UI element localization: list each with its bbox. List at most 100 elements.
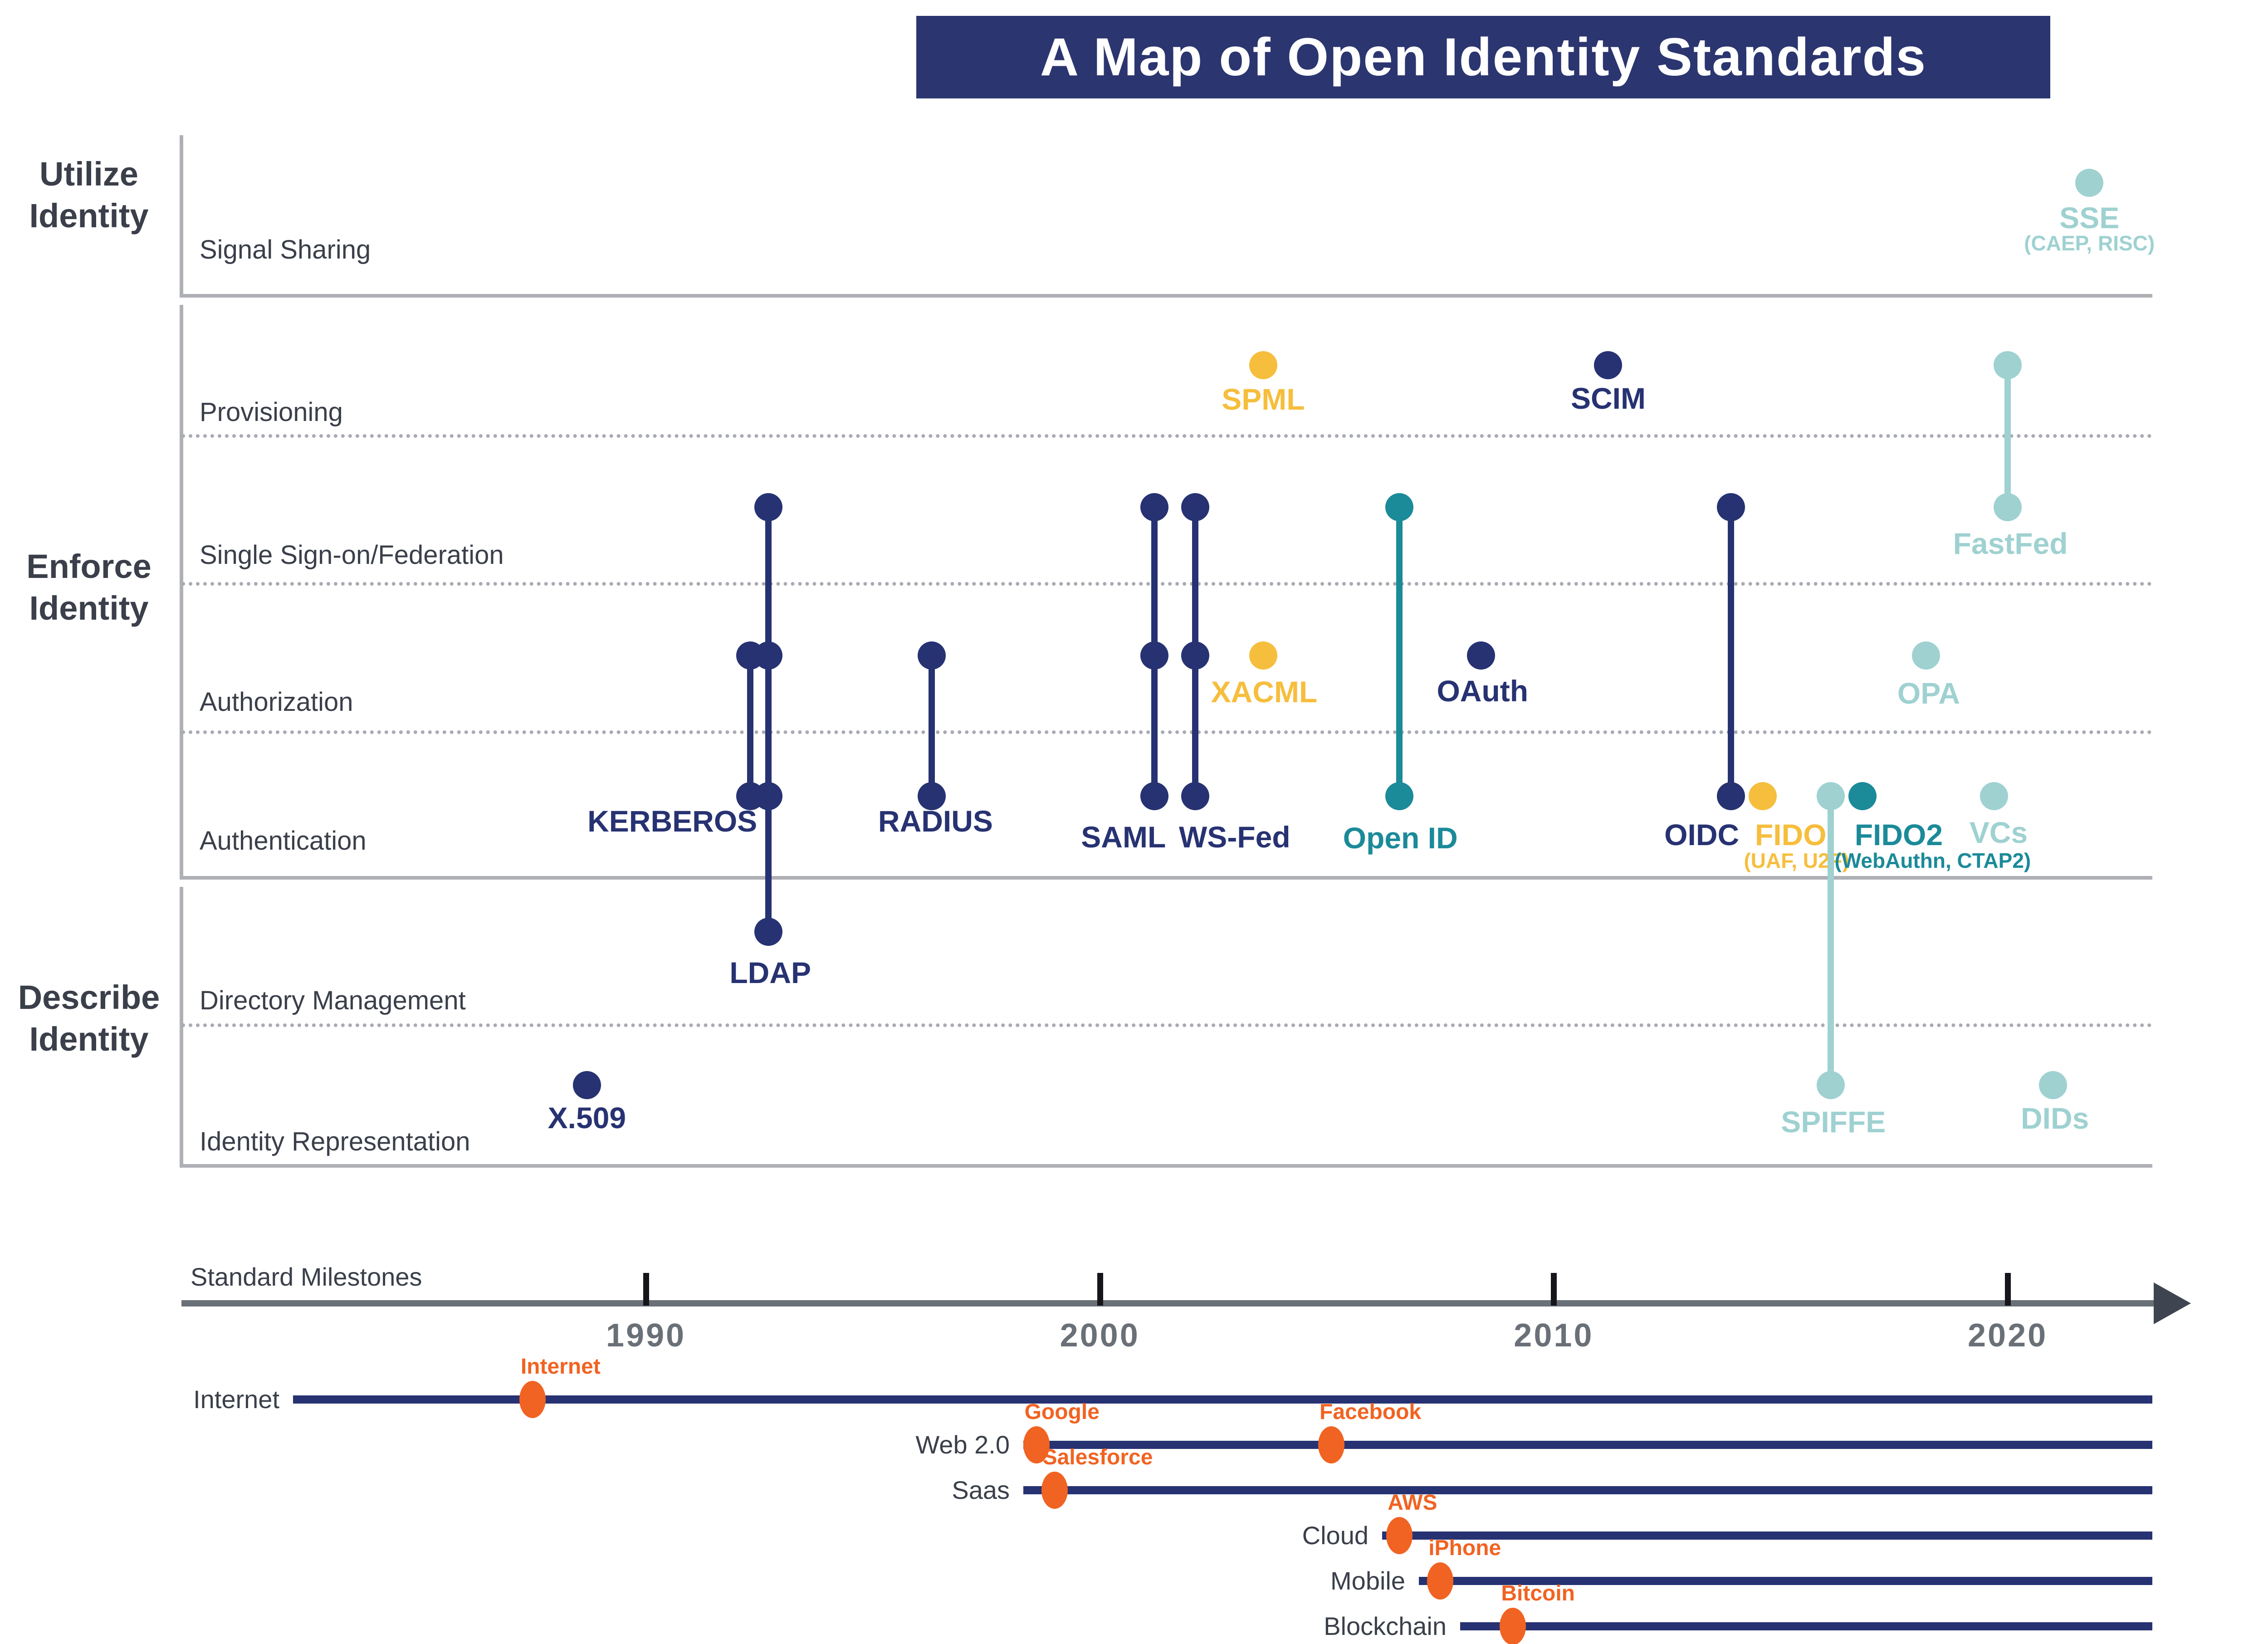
standard-label-spiffe: SPIFFE xyxy=(1781,1105,1886,1139)
standard-dot-ldap-directory_management xyxy=(754,918,783,946)
standard-dot-wsfed-sso xyxy=(1181,493,1209,521)
timeline-tick-2010 xyxy=(1551,1273,1557,1306)
standard-dot-fastfed-sso xyxy=(1994,493,2022,521)
trigger-label-iphone: iPhone xyxy=(1428,1536,1501,1560)
timeline-tick-2000 xyxy=(1097,1273,1103,1306)
megatrend-line-4 xyxy=(1419,1577,2152,1585)
standard-dot-ldap-sso xyxy=(754,493,783,521)
row-label-provisioning: Provisioning xyxy=(200,397,343,427)
trigger-dot-bitcoin xyxy=(1500,1608,1526,1644)
standard-label-x509: X.509 xyxy=(547,1101,626,1135)
standard-label-openid: Open ID xyxy=(1343,821,1458,855)
standard-line-openid xyxy=(1396,507,1403,796)
standard-dot-x509-identity_representation xyxy=(572,1071,601,1099)
megatrend-label-5: Blockchain xyxy=(1324,1612,1447,1640)
standard-dot-spml-provisioning xyxy=(1249,351,1277,379)
standard-line-oidc xyxy=(1727,507,1734,796)
group-box-left-border xyxy=(180,305,183,878)
page-title: A Map of Open Identity Standards xyxy=(916,16,2050,98)
standard-label-opa: OPA xyxy=(1897,676,1960,710)
timeline-tick-2020 xyxy=(2005,1273,2011,1306)
timeline-year-2000: 2000 xyxy=(1060,1317,1140,1354)
standard-dot-radius-authorization xyxy=(918,641,946,670)
row-label-sso: Single Sign-on/Federation xyxy=(200,540,504,570)
row-separator-sso xyxy=(181,582,2152,586)
trigger-dot-internet xyxy=(519,1381,546,1418)
trigger-label-aws: AWS xyxy=(1388,1491,1437,1515)
megatrend-label-3: Cloud xyxy=(1302,1521,1369,1550)
standard-label-sse: SSE xyxy=(2059,201,2120,235)
megatrend-line-0 xyxy=(293,1395,2152,1404)
timeline-tick-1990 xyxy=(643,1273,649,1306)
standard-dot-oauth-authorization xyxy=(1467,641,1496,670)
row-separator-authorization xyxy=(181,730,2152,734)
trigger-dot-aws xyxy=(1386,1517,1413,1554)
standard-dot-wsfed-authentication xyxy=(1181,782,1209,810)
timeline-axis-label: Standard Milestones xyxy=(191,1262,422,1291)
standard-line-kerberos xyxy=(747,656,754,796)
trigger-dot-iphone xyxy=(1427,1562,1454,1600)
standard-sublabel-sse: (CAEP, RISC) xyxy=(2024,231,2155,255)
standard-label-ldap: LDAP xyxy=(729,956,811,989)
standard-dot-scim-provisioning xyxy=(1594,351,1623,379)
megatrend-label-0: Internet xyxy=(193,1385,279,1414)
row-label-identity_representation: Identity Representation xyxy=(200,1127,470,1156)
standard-dot-spiffe-identity_representation xyxy=(1816,1071,1845,1099)
standard-label-saml: SAML xyxy=(1081,820,1166,854)
standard-dot-fastfed-provisioning xyxy=(1994,351,2022,379)
row-label-signal_sharing: Signal Sharing xyxy=(200,235,371,264)
megatrend-label-1: Web 2.0 xyxy=(915,1430,1010,1459)
group-box-bottom-border xyxy=(180,1164,2152,1168)
standard-dot-saml-authentication xyxy=(1140,782,1168,810)
standard-label-dids: DIDs xyxy=(2020,1101,2089,1135)
group-box-bottom-border xyxy=(180,294,2152,298)
megatrend-line-2 xyxy=(1023,1486,2152,1494)
trigger-label-internet: Internet xyxy=(520,1355,601,1379)
megatrend-line-1 xyxy=(1023,1441,2152,1449)
group-label-describe: Describe Identity xyxy=(18,979,160,1058)
standard-dot-fido2-authentication xyxy=(1848,782,1877,810)
standard-dot-dids-identity_representation xyxy=(2039,1071,2068,1099)
standard-dot-vcs-authentication xyxy=(1980,782,2009,810)
megatrend-label-2: Saas xyxy=(952,1476,1010,1504)
standard-label-scim: SCIM xyxy=(1570,382,1646,415)
standard-sublabel-fido2: (WebAuthn, CTAP2) xyxy=(1834,849,2031,872)
trigger-dot-salesforce xyxy=(1041,1472,1068,1509)
standard-line-fastfed xyxy=(2004,365,2011,507)
standard-label-oidc: OIDC xyxy=(1664,818,1740,851)
row-separator-directory_management xyxy=(181,1023,2152,1027)
standard-dot-oidc-sso xyxy=(1716,493,1745,521)
standard-dot-opa-authorization xyxy=(1911,641,1940,670)
standard-label-radius: RADIUS xyxy=(878,804,993,838)
standard-label-vcs: VCs xyxy=(1969,816,2028,849)
standard-dot-fido-authentication xyxy=(1748,782,1777,810)
group-label-enforce: Enforce Identity xyxy=(26,548,152,627)
standard-line-spiffe xyxy=(1827,796,1834,1085)
standard-dot-xacml-authorization xyxy=(1249,641,1277,670)
standard-dot-ldap-authentication xyxy=(754,782,783,810)
trigger-label-google: Google xyxy=(1024,1400,1100,1424)
standard-line-radius xyxy=(929,656,935,796)
standard-label-fido: FIDO xyxy=(1755,818,1827,851)
timeline-arrow-icon xyxy=(2154,1282,2191,1324)
timeline-year-2010: 2010 xyxy=(1514,1317,1594,1354)
standard-dot-saml-sso xyxy=(1140,493,1168,521)
standard-dot-ldap-authorization xyxy=(754,641,783,670)
trigger-dot-facebook xyxy=(1318,1426,1345,1463)
row-label-authentication: Authentication xyxy=(200,826,367,856)
standard-label-fido2: FIDO2 xyxy=(1854,818,1943,851)
row-label-directory_management: Directory Management xyxy=(200,986,466,1015)
row-label-authorization: Authorization xyxy=(200,687,353,717)
trigger-label-bitcoin: Bitcoin xyxy=(1501,1581,1575,1605)
megatrend-line-3 xyxy=(1382,1531,2152,1540)
row-separator-provisioning xyxy=(181,434,2152,438)
timeline-axis xyxy=(181,1300,2156,1306)
group-box-left-border xyxy=(180,135,183,296)
trigger-label-salesforce: Salesforce xyxy=(1042,1445,1153,1469)
standard-dot-wsfed-authorization xyxy=(1181,641,1209,670)
group-box-bottom-border xyxy=(180,876,2152,880)
standard-dot-oidc-authentication xyxy=(1716,782,1745,810)
standard-label-fastfed: FastFed xyxy=(1953,527,2068,560)
standard-label-spml: SPML xyxy=(1222,382,1305,416)
